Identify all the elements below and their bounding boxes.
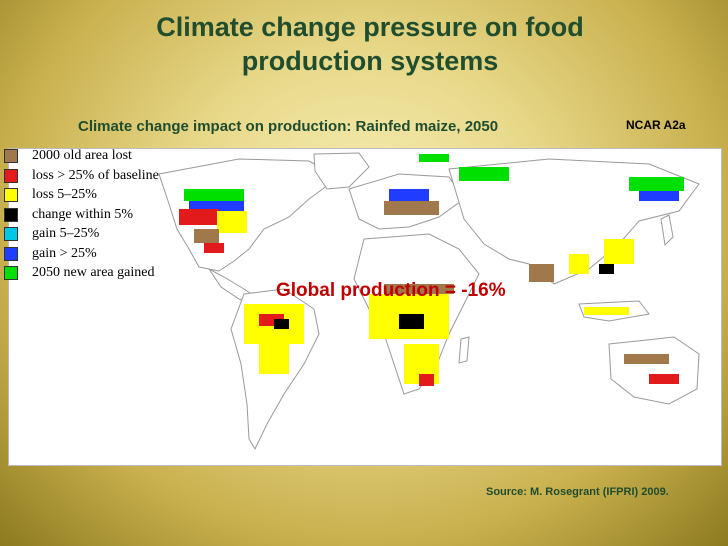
title-line-2: production systems (241, 46, 499, 76)
world-map (8, 148, 722, 466)
legend-label: 2050 new area gained (32, 265, 155, 280)
map-legend: 2000 old area lost loss > 25% of baseline… (4, 0, 194, 546)
source-citation: Source: M. Rosegrant (IFPRI) 2009. (486, 486, 669, 498)
legend-swatch (4, 188, 18, 202)
legend-label: 2000 old area lost (32, 148, 132, 163)
global-production-label: Global production = -16% (276, 280, 506, 301)
legend-item: 2000 old area lost (4, 146, 194, 165)
legend-item: change within 5% (4, 205, 194, 224)
legend-swatch (4, 227, 18, 241)
legend-label: gain 5–25% (32, 226, 100, 241)
greenland-outline (313, 152, 370, 190)
legend-swatch (4, 149, 18, 163)
map-subtitle: Climate change impact on production: Rai… (78, 118, 499, 135)
legend-item: gain 5–25% (4, 224, 194, 243)
scenario-label: NCAR A2a (626, 118, 686, 132)
japan-outline (660, 214, 674, 247)
legend-label: change within 5% (32, 206, 134, 222)
legend-label: loss 5–25% (32, 187, 97, 202)
legend-swatch (4, 168, 18, 183)
legend-label: gain > 25% (32, 245, 97, 261)
legend-item: gain > 25% (4, 244, 194, 263)
legend-item: 2050 new area gained (4, 263, 194, 282)
legend-label: loss > 25% of baseline (32, 167, 159, 183)
legend-swatch (4, 266, 18, 280)
legend-swatch (4, 246, 18, 261)
legend-item: loss > 25% of baseline (4, 166, 194, 185)
madagascar-outline (458, 336, 470, 364)
legend-swatch (4, 207, 18, 222)
world-map-graphic (158, 152, 700, 451)
slide-title: Climate change pressure on food producti… (70, 10, 670, 78)
title-line-1: Climate change pressure on food (156, 12, 584, 42)
australia-outline (608, 336, 700, 405)
legend-item: loss 5–25% (4, 185, 194, 204)
